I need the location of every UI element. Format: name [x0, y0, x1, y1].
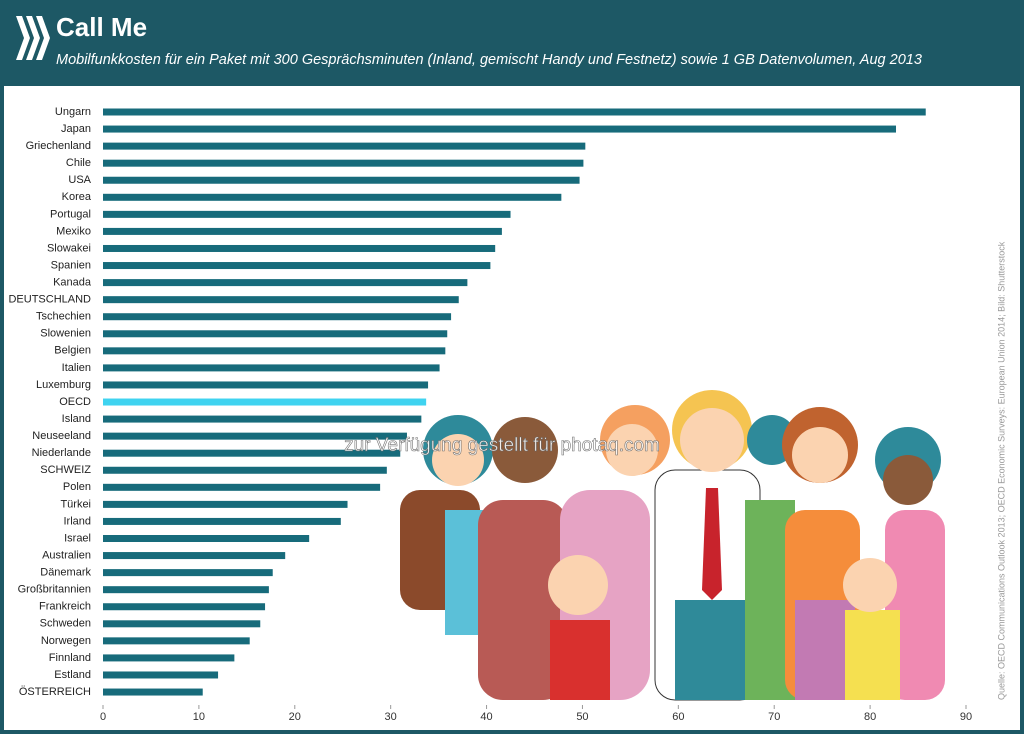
bar: [103, 210, 511, 218]
y-tick-label: ÖSTERREICH: [19, 686, 91, 698]
y-tick-label: Spanien: [51, 259, 91, 271]
bar: [103, 517, 341, 525]
y-tick-label: Griechenland: [26, 140, 91, 152]
logo: [16, 16, 50, 60]
y-tick-label: Estland: [54, 669, 91, 681]
x-tick-label: 30: [385, 711, 397, 723]
bar: [103, 279, 468, 287]
bar: [103, 296, 459, 304]
bar: [103, 244, 496, 252]
y-tick-label: Israel: [64, 532, 91, 544]
y-tick-label: DEUTSCHLAND: [8, 294, 91, 306]
y-tick-label: Island: [62, 413, 91, 425]
bar: [103, 569, 273, 577]
y-tick-label: Ungarn: [55, 106, 91, 118]
y-tick-label: Italien: [62, 362, 91, 374]
watermark: zur Verfügung gestellt für photaq.com: [344, 435, 660, 456]
y-tick-label: Slowenien: [40, 328, 91, 340]
bar: [103, 364, 440, 372]
bar: [103, 108, 926, 116]
y-tick-label: Portugal: [50, 208, 91, 220]
y-tick-label: Kanada: [53, 277, 92, 289]
bar: [103, 637, 250, 645]
x-tick-label: 0: [100, 711, 106, 723]
bar: [103, 381, 429, 389]
y-tick-label: Tschechien: [36, 311, 91, 323]
chart-subtitle: Mobilfunkkosten für ein Paket mit 300 Ge…: [56, 52, 922, 68]
y-tick-label: Türkei: [60, 498, 91, 510]
bar: [103, 347, 446, 355]
x-tick-label: 90: [960, 711, 972, 723]
y-tick-label: OECD: [59, 396, 91, 408]
y-tick-label: Irland: [63, 515, 91, 527]
bar: [103, 176, 580, 184]
x-tick-label: 20: [289, 711, 301, 723]
x-tick-label: 40: [480, 711, 492, 723]
bar: [103, 466, 387, 474]
bar: [103, 620, 261, 628]
y-tick-label: Frankreich: [39, 601, 91, 613]
y-tick-label: Australien: [42, 549, 91, 561]
bar: [103, 330, 448, 338]
bar: [103, 262, 491, 270]
bar: [103, 688, 203, 696]
y-tick-label: Luxemburg: [36, 379, 91, 391]
bar: [103, 415, 422, 423]
chart-title: Call Me: [56, 12, 147, 42]
y-tick-label: Polen: [63, 481, 91, 493]
y-tick-label: Großbritannien: [18, 584, 91, 596]
y-tick-label: Finnland: [49, 652, 91, 664]
y-tick-label: Mexiko: [56, 225, 91, 237]
y-tick-label: Chile: [66, 157, 91, 169]
y-tick-label: Slowakei: [47, 242, 91, 254]
bar: [103, 313, 452, 321]
bar: [103, 654, 235, 662]
illustration: [400, 390, 945, 701]
bar: [103, 193, 562, 201]
bar: [103, 483, 381, 491]
y-tick-label: USA: [68, 174, 91, 186]
y-tick-label: SCHWEIZ: [40, 464, 91, 476]
source-note: Quelle: OECD Communications Outlook 2013…: [996, 241, 1006, 700]
bar: [103, 142, 586, 150]
bar: [103, 432, 407, 440]
bar: [103, 500, 348, 508]
bar: [103, 449, 401, 457]
bar: [103, 227, 502, 235]
y-tick-label: Belgien: [54, 345, 91, 357]
bar: [103, 535, 310, 542]
bar: [103, 398, 427, 406]
bar: [103, 586, 269, 594]
x-tick-label: 70: [768, 711, 780, 723]
y-tick-label: Schweden: [40, 618, 91, 630]
bar: [103, 159, 584, 167]
y-tick-label: Korea: [62, 191, 92, 203]
x-tick-label: 80: [864, 711, 876, 723]
x-tick-label: 10: [193, 711, 205, 723]
y-tick-label: Dänemark: [40, 567, 91, 579]
y-tick-label: Norwegen: [41, 635, 91, 647]
y-tick-label: Niederlande: [32, 447, 91, 459]
x-tick-label: 50: [576, 711, 588, 723]
bar: [103, 603, 266, 611]
y-tick-label: Neuseeland: [32, 430, 91, 442]
bar: [103, 125, 897, 133]
bar: [103, 671, 219, 679]
x-tick-label: 60: [672, 711, 684, 723]
y-tick-label: Japan: [61, 123, 91, 135]
bar: [103, 552, 286, 560]
